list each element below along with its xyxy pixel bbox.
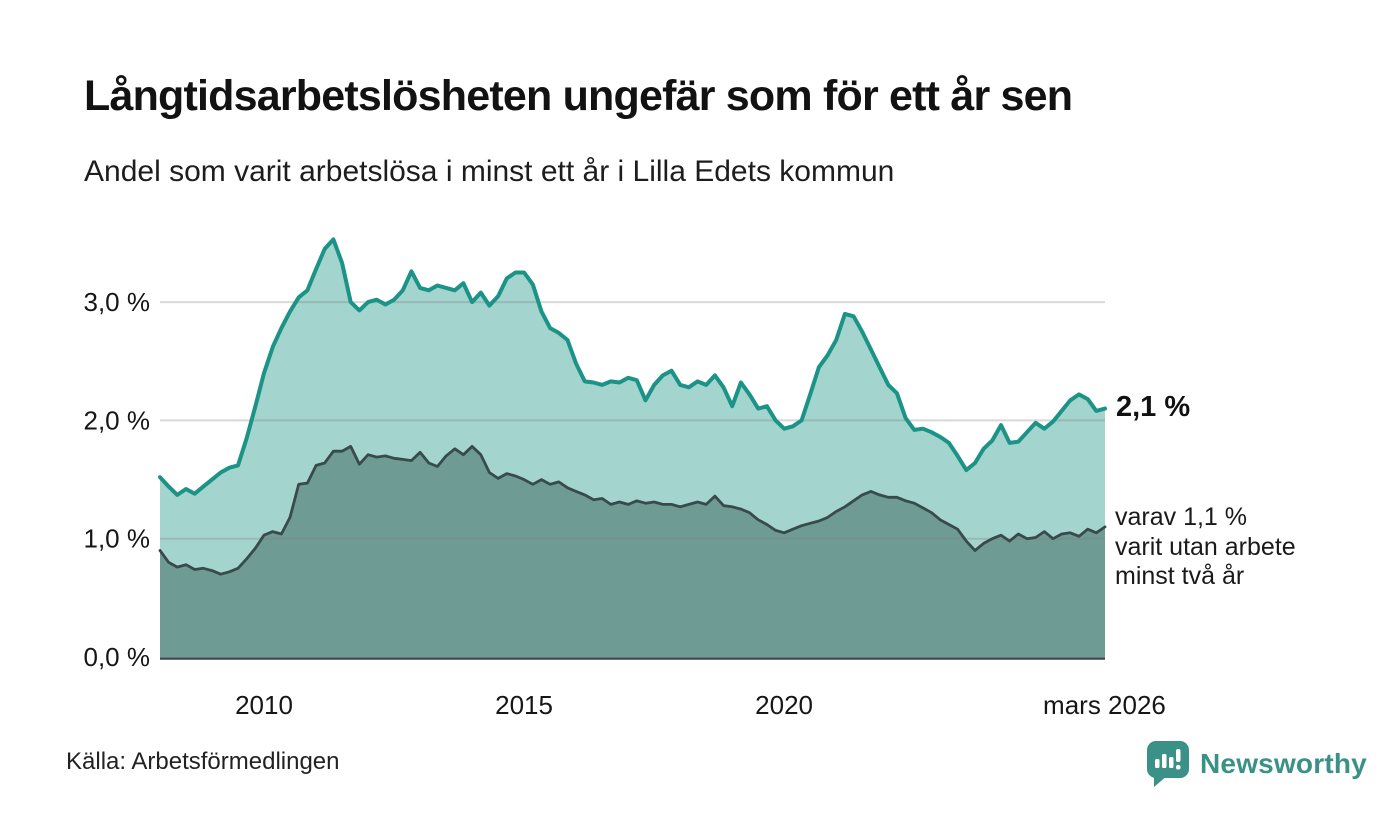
y-tick-label-3: 3,0 % [84,287,151,317]
x-tick-label-2: 2020 [755,690,813,720]
newsworthy-logo: Newsworthy [1146,740,1367,788]
secondary-series-note: varav 1,1 % varit utan arbete minst två … [1115,503,1296,590]
x-tick-label-3: mars 2026 [1043,690,1166,720]
y-tick-label-1: 1,0 % [84,524,151,554]
line-minst-ett-ar [158,237,1107,497]
area-fill-minst-tva-ar [160,446,1105,657]
line-minst-tva-ar [158,445,1107,576]
newsworthy-wordmark: Newsworthy [1200,748,1367,779]
newsworthy-logo-icon [1147,741,1189,787]
y-tick-label-0: 0,0 % [84,642,151,672]
source-caption: Källa: Arbetsförmedlingen [66,748,340,775]
x-tick-label-1: 2015 [495,690,553,720]
speech-bubble-tail [1154,774,1168,787]
latest-value-label: 2,1 % [1116,391,1191,423]
page-subtitle: Andel som varit arbetslösa i minst ett å… [84,155,895,188]
page-title: Långtidsarbetslösheten ungefär som för e… [84,72,1073,120]
x-tick-label-0: 2010 [235,690,293,720]
y-tick-label-2: 2,0 % [84,405,151,435]
